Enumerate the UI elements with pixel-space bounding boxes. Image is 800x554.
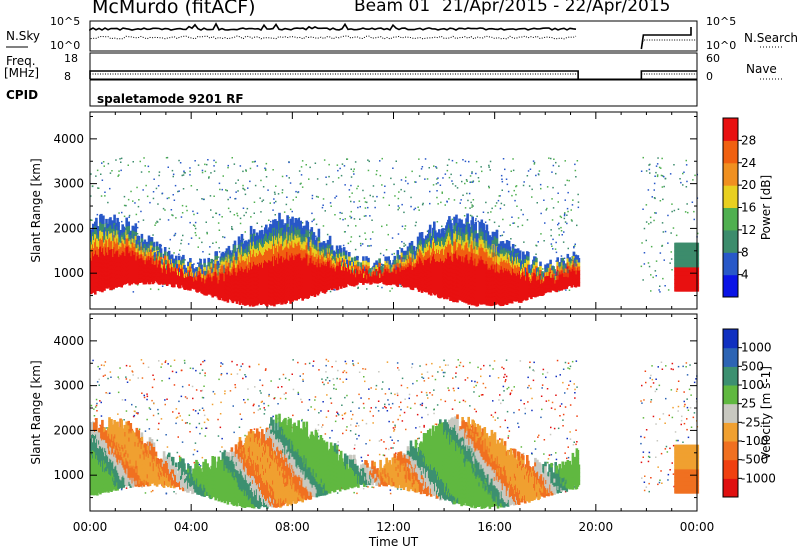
nave-label: Nave <box>746 62 777 76</box>
velocity-colorbar-seg-6 <box>723 366 738 386</box>
nsearch-trace-2 <box>640 39 697 50</box>
freq-unit: [MHz] <box>4 66 40 80</box>
velocity-colorbar-seg-5 <box>723 385 738 405</box>
nsky-trace-2 <box>640 27 692 50</box>
cpid-label: CPID <box>6 88 39 102</box>
power-cells <box>90 156 700 307</box>
power-colorbar-label-1: 8 <box>741 245 749 259</box>
power-ytick-label-3: 4000 <box>53 132 84 146</box>
freq-tick-low: 8 <box>64 70 71 83</box>
velocity-ytick-label-1: 2000 <box>53 423 84 437</box>
velocity-colorbar-seg-3 <box>723 422 738 442</box>
velocity-colorbar-label-0: 1000 <box>741 341 772 355</box>
x-tick-label-5: 20:00 <box>579 520 614 534</box>
power-colorbar-label-5: 24 <box>741 156 756 170</box>
power-colorbar-label-4: 20 <box>741 178 756 192</box>
x-tick-label-3: 12:00 <box>376 520 411 534</box>
power-colorbar-seg-3 <box>723 207 738 231</box>
freq-frame <box>89 52 698 80</box>
nsky-frame <box>89 20 698 52</box>
nsky-tick-high: 10^5 <box>50 15 80 28</box>
power-colorbar-seg-2 <box>723 229 738 253</box>
power-ytick-label-0: 1000 <box>53 266 84 280</box>
nave-tick-high: 60 <box>706 52 720 65</box>
nsearch-trace <box>89 35 577 40</box>
velocity-colorbar-frame <box>722 328 739 498</box>
power-colorbar-seg-5 <box>723 162 738 186</box>
velocity-colorbar-label-5: -100 <box>741 434 768 448</box>
power-colorbar-seg-1 <box>723 252 738 276</box>
beam-label: Beam 01 <box>354 0 431 16</box>
velocity-colorbar-label-1: 500 <box>741 359 764 373</box>
velocity-colorbar-label-4: -25 <box>741 415 761 429</box>
power-colorbar-label-2: 12 <box>741 223 756 237</box>
date-range: 21/Apr/2015 - 22/Apr/2015 <box>442 0 671 16</box>
power-ytick-label-2: 3000 <box>53 177 84 191</box>
power-colorbar-seg-4 <box>723 185 738 208</box>
power-colorbar-label-3: 16 <box>741 201 756 215</box>
freq-tick-high: 18 <box>64 52 78 65</box>
nsearch-tick-low: 10^0 <box>706 39 736 52</box>
velocity-colorbar-label-2: 100 <box>741 378 764 392</box>
nave-tick-low: 0 <box>706 70 713 83</box>
velocity-colorbar-label-3: 25 <box>741 397 756 411</box>
x-tick-label-4: 16:00 <box>477 520 512 534</box>
x-tick-label-0: 00:00 <box>73 520 108 534</box>
nsearch-tick-high: 10^5 <box>706 15 736 28</box>
power-ytick-label-1: 2000 <box>53 221 84 235</box>
velocity-colorbar-seg-0 <box>723 478 738 498</box>
velocity-colorbar-label-7: -1000 <box>741 471 776 485</box>
power-ylabel: Slant Range [km] <box>29 158 43 262</box>
nsky-label: N.Sky <box>6 29 41 43</box>
velocity-ytick-label-2: 3000 <box>53 379 84 393</box>
velocity-colorbar-seg-7 <box>723 347 738 367</box>
velocity-ylabel: Slant Range [km] <box>29 360 43 464</box>
power-colorbar-seg-6 <box>723 140 738 164</box>
nsky-tick-low: 10^0 <box>50 39 80 52</box>
mode-label: spaletamode 9201 RF <box>97 92 244 106</box>
velocity-colorbar-label-6: -500 <box>741 453 768 467</box>
velocity-colorbar-title: Velocity [m s-1] <box>759 366 773 460</box>
x-tick-label-2: 08:00 <box>275 520 310 534</box>
power-colorbar-label-0: 4 <box>741 268 749 282</box>
freq-label: Freq. <box>6 54 36 68</box>
velocity-colorbar-seg-4 <box>723 403 738 423</box>
freq-trace-2 <box>640 70 697 79</box>
x-tick-label-6: 00:00 <box>680 520 715 534</box>
velocity-ytick-label-3: 4000 <box>53 334 84 348</box>
freq-trace <box>89 70 579 79</box>
x-axis-label: Time UT <box>368 535 419 549</box>
x-tick-label-1: 04:00 <box>174 520 209 534</box>
velocity-colorbar-seg-2 <box>723 441 738 461</box>
power-colorbar-title: Power [dB] <box>759 175 773 240</box>
nsearch-label: N.Search <box>744 31 799 45</box>
cpid-frame <box>89 79 698 107</box>
nsky-trace <box>89 22 577 32</box>
velocity-cells <box>90 358 700 509</box>
power-colorbar-label-6: 28 <box>741 133 756 147</box>
power-colorbar-seg-7 <box>723 118 738 141</box>
velocity-ytick-label-0: 1000 <box>53 468 84 482</box>
chart-title: McMurdo (fitACF) <box>92 0 256 18</box>
power-colorbar-seg-0 <box>723 274 738 298</box>
velocity-colorbar-seg-1 <box>723 459 738 479</box>
velocity-colorbar-seg-8 <box>723 329 738 349</box>
